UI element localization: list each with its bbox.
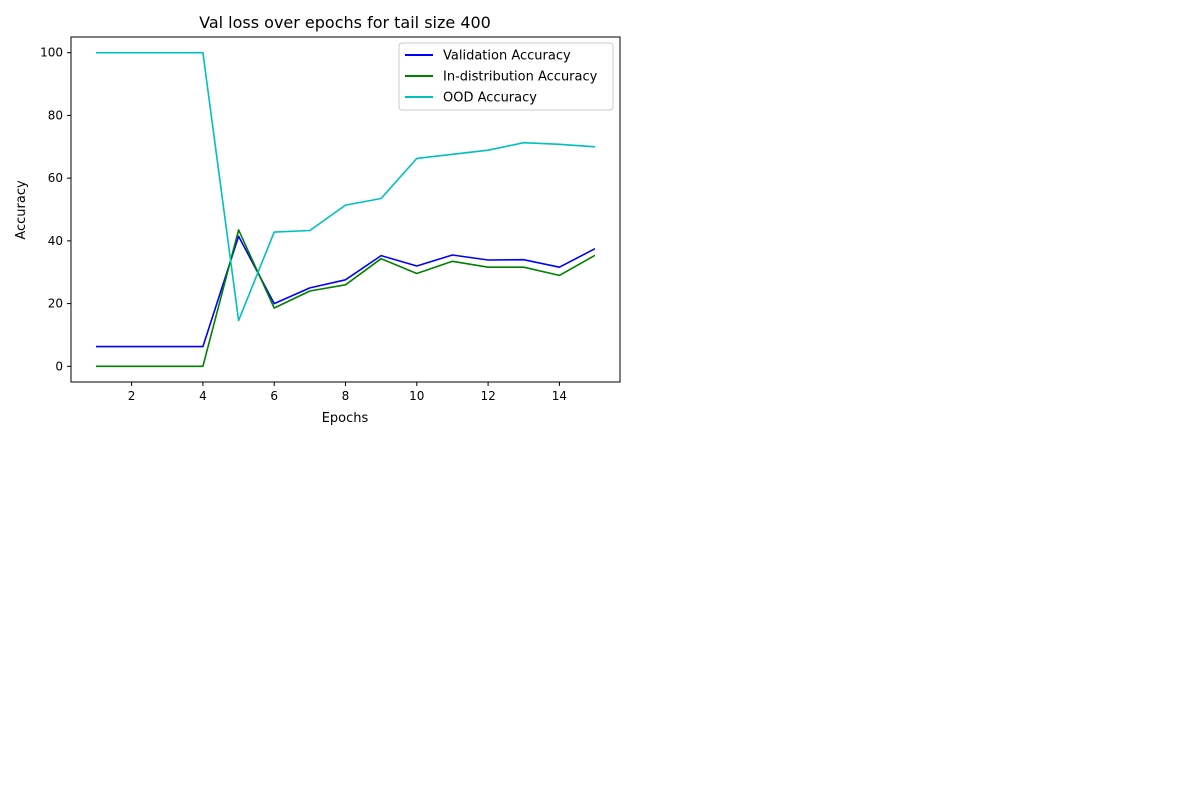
legend-box	[398, 42, 614, 111]
y-axis: 0 20 40 60 80 100	[40, 46, 71, 373]
x-tick-label: 8	[342, 389, 350, 403]
legend: Validation Accuracy In-distribution Accur…	[398, 42, 614, 111]
y-tick-label: 40	[48, 234, 63, 248]
plot-lines	[96, 51, 596, 368]
series-line-2	[96, 51, 596, 322]
chart-title: Val loss over epochs for tail size 400	[199, 13, 491, 32]
y-tick-label: 60	[48, 171, 63, 185]
y-tick-label: 100	[40, 46, 63, 60]
series-line-0	[96, 235, 596, 348]
legend-label-1: In-distribution Accuracy	[443, 70, 598, 85]
x-tick-label: 14	[552, 389, 567, 403]
y-tick-label: 20	[48, 297, 63, 311]
x-tick-label: 2	[128, 389, 136, 403]
series-line-1	[96, 229, 596, 368]
y-tick-label: 80	[48, 108, 63, 122]
legend-label-2: OOD Accuracy	[443, 91, 537, 106]
y-tick-label: 0	[55, 359, 63, 373]
x-tick-label: 4	[199, 389, 207, 403]
y-axis-label: Accuracy	[14, 180, 29, 240]
x-tick-label: 6	[270, 389, 278, 403]
x-tick-label: 10	[409, 389, 424, 403]
x-axis: 2 4 6 8 10 12 14	[128, 382, 567, 403]
x-tick-label: 12	[480, 389, 495, 403]
x-axis-label: Epochs	[322, 411, 369, 426]
legend-label-0: Validation Accuracy	[443, 49, 571, 64]
